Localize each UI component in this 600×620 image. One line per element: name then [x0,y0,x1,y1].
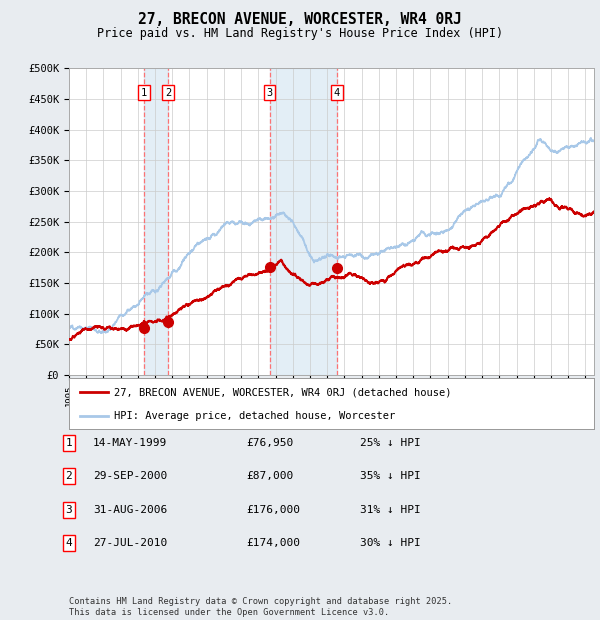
Bar [270,68,337,375]
Text: 30% ↓ HPI: 30% ↓ HPI [360,538,421,548]
Text: 27-JUL-2010: 27-JUL-2010 [93,538,167,548]
Text: 14-MAY-1999: 14-MAY-1999 [93,438,167,448]
Text: 35% ↓ HPI: 35% ↓ HPI [360,471,421,481]
Text: 29-SEP-2000: 29-SEP-2000 [93,471,167,481]
Text: £174,000: £174,000 [246,538,300,548]
Text: 25% ↓ HPI: 25% ↓ HPI [360,438,421,448]
Text: £176,000: £176,000 [246,505,300,515]
Text: 27, BRECON AVENUE, WORCESTER, WR4 0RJ: 27, BRECON AVENUE, WORCESTER, WR4 0RJ [138,12,462,27]
Text: 1: 1 [65,438,73,448]
Text: 27, BRECON AVENUE, WORCESTER, WR4 0RJ (detached house): 27, BRECON AVENUE, WORCESTER, WR4 0RJ (d… [113,388,451,397]
Text: 2: 2 [65,471,73,481]
Text: Contains HM Land Registry data © Crown copyright and database right 2025.
This d: Contains HM Land Registry data © Crown c… [69,598,452,617]
Text: 1: 1 [141,88,148,98]
Text: 31-AUG-2006: 31-AUG-2006 [93,505,167,515]
Text: 3: 3 [266,88,273,98]
Text: £87,000: £87,000 [246,471,293,481]
Text: HPI: Average price, detached house, Worcester: HPI: Average price, detached house, Worc… [113,411,395,422]
Text: 31% ↓ HPI: 31% ↓ HPI [360,505,421,515]
Text: 2: 2 [165,88,171,98]
Text: 3: 3 [65,505,73,515]
Text: 4: 4 [334,88,340,98]
Bar [144,68,168,375]
Text: Price paid vs. HM Land Registry's House Price Index (HPI): Price paid vs. HM Land Registry's House … [97,27,503,40]
Text: £76,950: £76,950 [246,438,293,448]
Text: 4: 4 [65,538,73,548]
